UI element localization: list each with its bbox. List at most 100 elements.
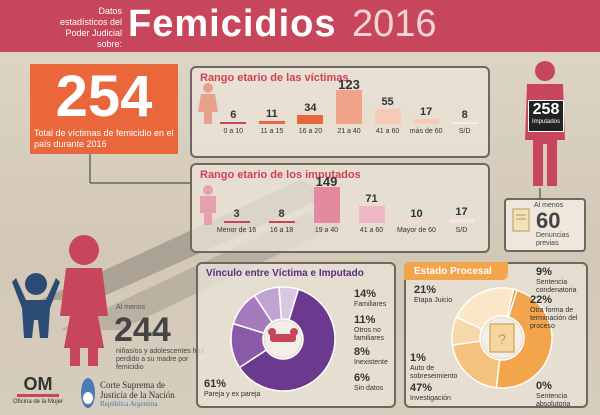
accused-count: 258: [532, 101, 560, 118]
csjn-line1: Corte Suprema de: [100, 380, 165, 390]
slice-percent: 22%: [530, 294, 553, 306]
page-year: 2016: [352, 3, 437, 45]
bar-vic-bars-3: [336, 90, 362, 124]
total-victims-number: 254: [55, 64, 153, 129]
bar-category: S/D: [455, 227, 468, 234]
svg-text:?: ?: [498, 331, 506, 347]
bar-vic-bars-4: [374, 108, 401, 124]
children-text: niñas/os y adolescentes han perdido a su…: [116, 348, 205, 371]
bar-vic-bars-6: [451, 121, 478, 124]
bar-category: 21 a 40: [337, 128, 361, 135]
bar-acc-bars-1: [268, 221, 295, 223]
slice-label: Etapa Juicio: [414, 297, 453, 304]
bar-value: 8: [278, 208, 285, 220]
slice-percent: 0%: [536, 380, 552, 392]
csjn-line3: República Argentina: [100, 400, 158, 408]
slice-percent: 6%: [354, 372, 370, 384]
children-number: 244: [114, 311, 171, 349]
bar-value: 55: [381, 95, 394, 108]
donut-slice: [238, 288, 336, 392]
man-figure-icon: [200, 185, 216, 225]
slice-label: Sin datos: [354, 385, 384, 392]
prior-reports-prefix: Al menos: [534, 202, 564, 209]
children-prefix: Al menos: [116, 304, 146, 311]
accused-label: Imputados: [531, 119, 561, 125]
om-label: Oficina de la Mujer: [12, 399, 64, 405]
bar-category: 0 a 10: [223, 128, 244, 135]
slice-label: Auto de sobreseimiento: [410, 365, 458, 380]
bar-acc-bars-4: [403, 220, 430, 223]
bar-category: S/D: [458, 128, 471, 135]
relationship-title: Vínculo entre Víctima e Imputado: [206, 268, 364, 279]
document-icon: [512, 208, 530, 232]
header-subtitle-line: Datos: [98, 6, 122, 16]
donut-slice: [495, 289, 553, 389]
bar-category: Menor de 16: [216, 227, 257, 234]
slice-percent: 8%: [354, 346, 370, 358]
slice-label: Otros no familiares: [354, 327, 384, 342]
slice-percent: 9%: [536, 266, 552, 278]
relationship-panel: Vínculo entre Víctima e Imputado 61% Pare…: [196, 262, 396, 408]
slice-percent: 61%: [204, 378, 227, 390]
csjn-line2: Justicia de la Nación: [100, 390, 175, 400]
hands-icon: [268, 328, 298, 342]
bar-value: 34: [304, 101, 317, 114]
slice-percent: 47%: [410, 382, 433, 394]
bar-value: 11: [266, 107, 278, 120]
slice-percent: 1%: [410, 352, 426, 364]
slice-label: Sentencia condenatoria: [536, 279, 577, 294]
slice-label: Familiares: [354, 301, 387, 308]
bar-vic-bars-5: [413, 119, 440, 124]
procedural-panel: Estado Procesal ? 47% Investigación 21% Eta…: [404, 262, 588, 408]
prior-reports-number: 60: [536, 208, 561, 233]
slice-label: Investigación: [410, 395, 451, 402]
bar-vic-bars-1: [258, 120, 285, 124]
accused-age-panel: Rango etario de los imputados 3 Menor de …: [190, 163, 490, 253]
bar-category: más de 60: [409, 128, 443, 135]
bar-category: 41 a 60: [375, 128, 400, 135]
bar-value: 123: [338, 77, 360, 92]
bar-value: 10: [410, 207, 423, 220]
bar-acc-bars-0: [223, 221, 250, 223]
coat-of-arms-icon: [81, 378, 95, 408]
header-subtitle-line: Poder Judicial: [65, 28, 122, 38]
csjn-logo: Corte Suprema de Justicia de la Nación R…: [100, 380, 210, 408]
header-subtitle-line: sobre:: [96, 39, 122, 49]
prior-reports-card: Al menos 60 Denuncias previas: [504, 198, 586, 252]
victims-age-panel: Rango etario de las víctimas 6 0 a 10 11 11…: [190, 66, 490, 158]
bar-value: 149: [315, 174, 338, 189]
total-victims-text: Total de víctimas de femicidio en el paí…: [34, 128, 174, 149]
woman-figure-icon: [198, 83, 218, 124]
om-logo: OM Oficina de la Mujer: [6, 374, 70, 412]
bar-value: 17: [455, 205, 468, 218]
slice-percent: 14%: [354, 288, 377, 300]
bar-acc-bars-5: [448, 218, 475, 223]
procedural-title-tab: [404, 262, 508, 280]
procedural-title: Estado Procesal: [414, 266, 492, 277]
bar-value: 3: [233, 208, 240, 220]
page-title: Femicidios: [128, 3, 337, 45]
accused-chart-title: Rango etario de los imputados: [200, 169, 361, 181]
bar-category: 16 a 18: [269, 227, 294, 234]
bar-vic-bars-0: [220, 122, 247, 124]
mother-children-icon: [12, 235, 108, 366]
bar-value: 8: [461, 108, 468, 121]
bar-acc-bars-3: [358, 205, 385, 223]
donut-slice: [278, 286, 300, 321]
donut-slice: [506, 288, 518, 318]
header-subtitle-line: estadísticos del: [59, 17, 122, 27]
accused-count-badge: 258 Imputados: [528, 100, 564, 132]
bar-category: 19 a 40: [314, 227, 339, 234]
bar-value: 17: [420, 106, 433, 119]
slice-label: Otra forma de terminación del proceso: [530, 307, 578, 330]
header-banner: Datos estadísticos del Poder Judicial so…: [0, 0, 600, 52]
bar-acc-bars-2: [313, 187, 340, 223]
bar-vic-bars-2: [297, 114, 324, 124]
bar-category: 11 a 15: [260, 128, 284, 135]
prior-reports-label: Denuncias previas: [536, 232, 570, 247]
bar-value: 71: [365, 192, 378, 205]
bar-category: Mayor de 60: [397, 227, 436, 234]
relationship-pie: [230, 286, 336, 392]
case-file-icon: ?: [489, 323, 515, 353]
slice-percent: 11%: [354, 314, 376, 326]
